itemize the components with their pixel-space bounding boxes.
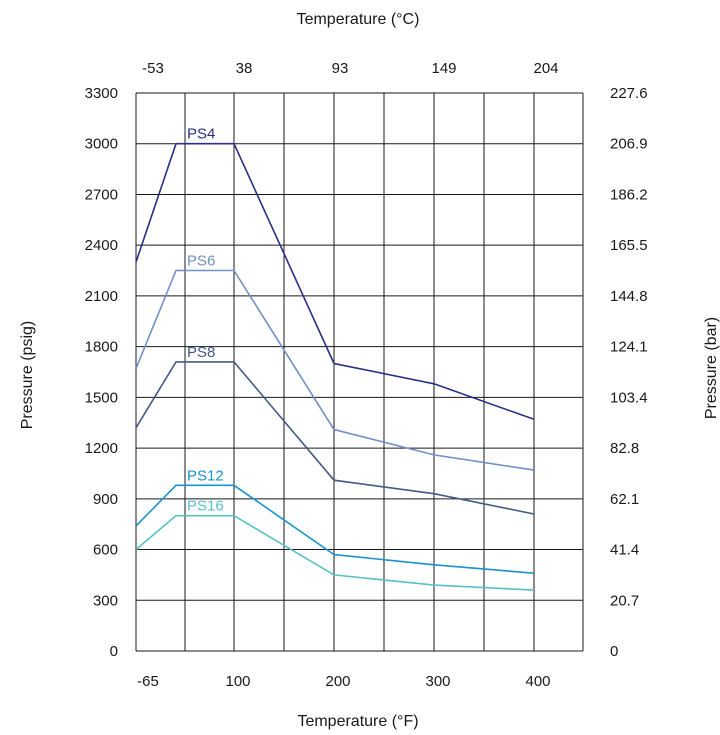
y-right-tick-10: 206.9: [610, 136, 648, 153]
y-left-tick-11: 3300: [85, 85, 118, 102]
y-left-tick-8: 2400: [85, 237, 118, 254]
x-bottom-axis-title: Temperature (°F): [297, 713, 418, 730]
y-left-tick-3: 900: [93, 491, 118, 508]
series-label-ps8: PS8: [187, 344, 215, 361]
series-line-ps12: [135, 484, 535, 574]
grid: [135, 92, 584, 652]
x-bottom-tick-2: 200: [325, 673, 350, 690]
y-left-tick-7: 2100: [85, 288, 118, 305]
y-left-tick-4: 1200: [85, 440, 118, 457]
series-label-ps4: PS4: [187, 126, 215, 143]
x-top-tick-0: -53: [142, 60, 164, 77]
y-right-tick-5: 103.4: [610, 389, 648, 406]
y-right-tick-3: 62.1: [610, 491, 639, 508]
y-right-tick-6: 124.1: [610, 339, 648, 356]
x-bottom-tick-0: -65: [137, 673, 159, 690]
y-right-tick-7: 144.8: [610, 288, 648, 305]
series-line-ps6: [135, 269, 535, 471]
y-left-tick-1: 300: [93, 592, 118, 609]
x-top-tick-2: 93: [332, 60, 349, 77]
y-right-tick-8: 165.5: [610, 237, 648, 254]
y-right-tick-11: 227.6: [610, 85, 648, 102]
x-top-tick-1: 38: [236, 60, 253, 77]
y-right-tick-2: 41.4: [610, 542, 639, 559]
x-bottom-tick-4: 400: [525, 673, 550, 690]
x-top-tick-4: 204: [533, 60, 558, 77]
x-bottom-tick-3: 300: [425, 673, 450, 690]
y-left-tick-5: 1500: [85, 389, 118, 406]
y-left-tick-0: 0: [110, 643, 118, 660]
y-left-tick-9: 2700: [85, 186, 118, 203]
x-top-axis-title: Temperature (°C): [297, 11, 420, 28]
y-left-tick-6: 1800: [85, 339, 118, 356]
series-lines: PS4 PS6 PS8 PS12 PS16: [135, 126, 535, 591]
series-label-ps6: PS6: [187, 253, 215, 270]
y-left-tick-10: 3000: [85, 136, 118, 153]
y-right-tick-9: 186.2: [610, 186, 648, 203]
series-label-ps12: PS12: [187, 467, 224, 484]
y-right-tick-4: 82.8: [610, 440, 639, 457]
series-line-ps4: [135, 142, 535, 421]
y-left-tick-2: 600: [93, 542, 118, 559]
y-right-axis-title: Pressure (bar): [703, 317, 720, 419]
y-left-axis-title: Pressure (psig): [19, 321, 36, 429]
series-line-ps8: [135, 361, 535, 515]
x-top-tick-3: 149: [431, 60, 456, 77]
series-line-ps16: [135, 514, 535, 591]
tick-labels: 0300600900120015001800210024002700300033…: [85, 60, 648, 690]
x-bottom-tick-1: 100: [225, 673, 250, 690]
series-label-ps16: PS16: [187, 498, 224, 515]
y-right-tick-0: 0: [610, 643, 618, 660]
y-right-tick-1: 20.7: [610, 592, 639, 609]
